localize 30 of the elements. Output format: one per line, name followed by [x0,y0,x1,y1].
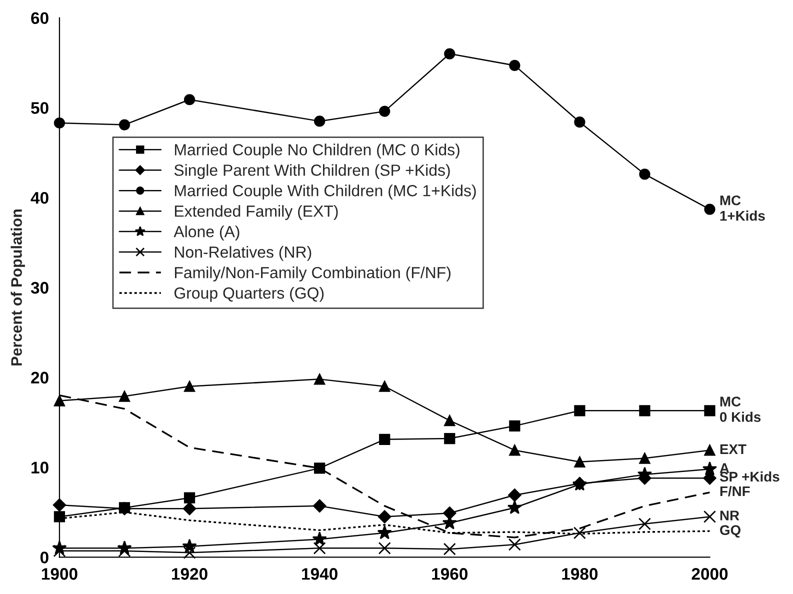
x-tick-label: 1980 [562,568,598,580]
legend-label: Extended Family (EXT) [174,205,338,220]
x-tick-label: 2000 [692,568,728,580]
text: F/NF [720,486,750,496]
x-tick-label: 1940 [302,568,338,580]
y-tick-label: 10 [32,462,48,474]
text: EXT [720,444,746,454]
legend-label: Married Couple With Children (MC 1+Kids) [174,184,476,200]
text: SP +Kids [720,471,780,482]
legend-label: Non-Relatives (NR) [174,246,312,261]
text: MC 0 Kids [720,396,761,422]
y-tick-label: 40 [30,192,48,204]
legend-label: Single Parent With Children (SP +Kids) [174,164,450,180]
y-tick-label: 20 [31,372,48,384]
legend-label: Alone (A) [174,226,240,240]
legend-label: Married Couple No Children (MC 0 Kids) [174,144,460,159]
text: MC 1+Kids [720,195,765,221]
y-tick-label: 0 [40,552,48,564]
legend-label: Family/Non-Family Combination (F/NF) [174,266,450,282]
x-tick-label: 1960 [432,568,468,580]
text: A [720,463,730,473]
text: NR [720,510,740,520]
y-axis-title: Percent of Population [10,209,25,366]
y-tick-label: 30 [30,282,48,294]
text: GQ [720,525,740,538]
y-tick-label: 50 [31,102,48,114]
x-tick-label: 1920 [172,568,208,580]
legend-label: Group Quarters (GQ) [174,287,324,302]
y-tick-label: 60 [31,12,48,24]
x-tick-label: 1900 [42,568,78,580]
